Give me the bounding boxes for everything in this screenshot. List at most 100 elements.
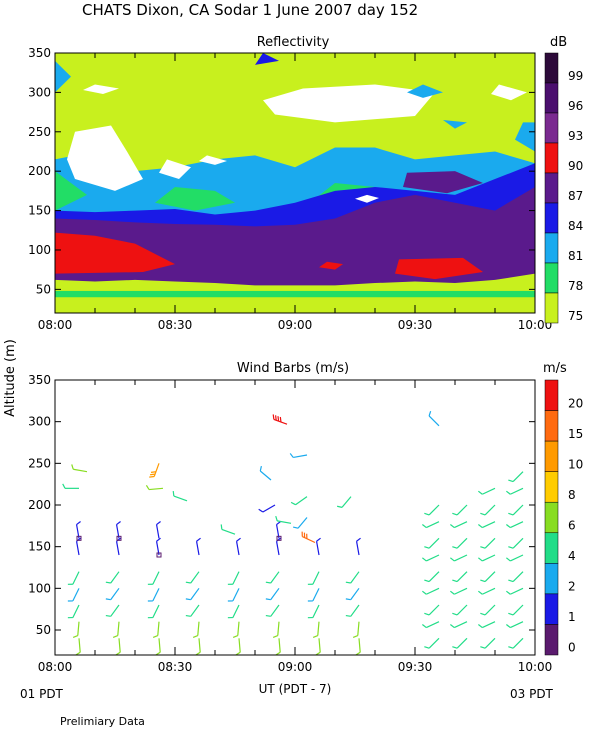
wind-barb bbox=[71, 464, 88, 473]
colorbar-label: 96 bbox=[568, 99, 583, 113]
x-tick-label: 10:00 bbox=[518, 318, 553, 332]
wind-barb bbox=[227, 604, 240, 619]
wind-barb-shaft bbox=[195, 541, 200, 556]
colorbar-swatch bbox=[544, 379, 559, 411]
wind-barb bbox=[75, 521, 81, 539]
wind-barb bbox=[72, 621, 80, 639]
wind-barb bbox=[115, 521, 121, 539]
wind-barb-feather bbox=[289, 453, 294, 458]
wind-barb-feather bbox=[105, 598, 111, 601]
wind-barb-shaft bbox=[238, 638, 241, 653]
wind-barb-feather bbox=[259, 465, 262, 472]
wind-barb-shaft bbox=[426, 554, 440, 562]
wind-barb-shaft bbox=[426, 621, 440, 629]
wind-barb-feather bbox=[452, 579, 458, 583]
wind-barb-feather bbox=[452, 612, 458, 616]
wind-barb bbox=[265, 587, 280, 601]
wind-barb bbox=[355, 638, 361, 656]
wind-barb bbox=[67, 571, 80, 585]
wind-barb-shaft bbox=[454, 554, 468, 562]
wind-barb bbox=[506, 587, 524, 595]
wind-barb-shaft bbox=[190, 571, 200, 584]
colorbar-label: 81 bbox=[568, 249, 583, 263]
wind-barb bbox=[452, 537, 468, 549]
wind-barb bbox=[506, 521, 524, 529]
wind-barb-feather bbox=[312, 635, 319, 639]
wind-barb-shaft bbox=[152, 604, 160, 618]
wind-barb bbox=[195, 537, 201, 556]
wind-barb-feather bbox=[195, 651, 201, 656]
wind-barb-feather bbox=[478, 590, 483, 595]
wind-barb bbox=[450, 621, 468, 629]
wind-barb-shaft bbox=[277, 520, 292, 524]
wind-barb-feather bbox=[506, 524, 511, 529]
wind-barb bbox=[192, 621, 200, 639]
wind-barb bbox=[422, 521, 440, 529]
wind-barb-feather bbox=[506, 624, 511, 629]
wind-barb-shaft bbox=[428, 637, 440, 649]
wind-barb-shaft bbox=[510, 554, 524, 562]
x-axis-label: UT (PDT - 7) bbox=[259, 682, 332, 696]
wind-barb-feather bbox=[152, 635, 159, 639]
wind-barb-feather bbox=[478, 624, 483, 629]
wind-barb-shaft bbox=[318, 638, 321, 653]
wind-barb-feather bbox=[275, 651, 281, 656]
wind-barb-shaft bbox=[428, 604, 440, 616]
wind-barb-shaft bbox=[482, 554, 496, 562]
wind-barb bbox=[480, 571, 496, 583]
wind-barb-feather bbox=[279, 416, 282, 423]
colorbar-label: 84 bbox=[568, 219, 583, 233]
wind-barb bbox=[315, 638, 321, 656]
wind-barb bbox=[155, 537, 161, 556]
wind-barb-feather bbox=[480, 546, 486, 549]
wind-barb-shaft bbox=[270, 604, 280, 617]
wind-barb-shaft bbox=[357, 621, 360, 636]
wind-barb-shaft bbox=[110, 604, 120, 617]
wind-barb-feather bbox=[506, 490, 511, 495]
wind-barb-shaft bbox=[355, 541, 360, 556]
wind-barb-shaft bbox=[277, 621, 280, 636]
wind-barb-feather bbox=[185, 614, 191, 617]
wind-barb bbox=[105, 571, 120, 584]
colorbar-swatch bbox=[544, 471, 559, 503]
wind-barb-feather bbox=[75, 651, 81, 656]
wind-barb-shaft bbox=[350, 587, 360, 601]
x-tick-label: 10:00 bbox=[518, 660, 553, 674]
calm-marker bbox=[76, 535, 82, 541]
wind-barb bbox=[67, 588, 80, 602]
wind-barb-feather bbox=[265, 598, 271, 601]
wind-barb bbox=[478, 521, 496, 529]
wind-barb-shaft bbox=[512, 537, 524, 549]
wind-barb-shaft bbox=[428, 504, 440, 516]
wind-barb-shaft bbox=[512, 637, 524, 649]
wind-barb bbox=[115, 638, 121, 656]
colorbar-label: 75 bbox=[568, 309, 583, 323]
wind-barb-shaft bbox=[157, 621, 160, 636]
wind-barb bbox=[289, 453, 308, 459]
y-tick-label: 150 bbox=[28, 204, 51, 218]
wind-barb-feather bbox=[345, 581, 351, 584]
wind-barb bbox=[450, 554, 468, 562]
wind-barb-feather bbox=[508, 479, 514, 483]
wind-barb bbox=[506, 621, 524, 629]
y-tick-label: 250 bbox=[28, 456, 51, 470]
wind-barb bbox=[508, 637, 524, 649]
wind-barbs-field bbox=[62, 410, 524, 656]
wind-barb-shaft bbox=[173, 495, 188, 502]
wind-barb-feather bbox=[424, 646, 430, 649]
wind-barb-shaft bbox=[275, 541, 280, 556]
wind-barb bbox=[292, 517, 308, 529]
wind-barb-shaft bbox=[428, 571, 440, 582]
wind-barb-feather bbox=[185, 598, 191, 601]
reflectivity-region bbox=[407, 84, 443, 98]
wind-barb bbox=[478, 621, 496, 629]
wind-barb-shaft bbox=[115, 541, 120, 556]
y-tick-label: 350 bbox=[28, 373, 51, 387]
wind-barb-shaft bbox=[312, 604, 320, 618]
wind-barb-shaft bbox=[510, 621, 524, 629]
y-tick-label: 300 bbox=[28, 415, 51, 429]
wind-barb bbox=[195, 638, 201, 656]
wind-barb bbox=[235, 638, 241, 656]
wind-barb bbox=[220, 524, 236, 535]
